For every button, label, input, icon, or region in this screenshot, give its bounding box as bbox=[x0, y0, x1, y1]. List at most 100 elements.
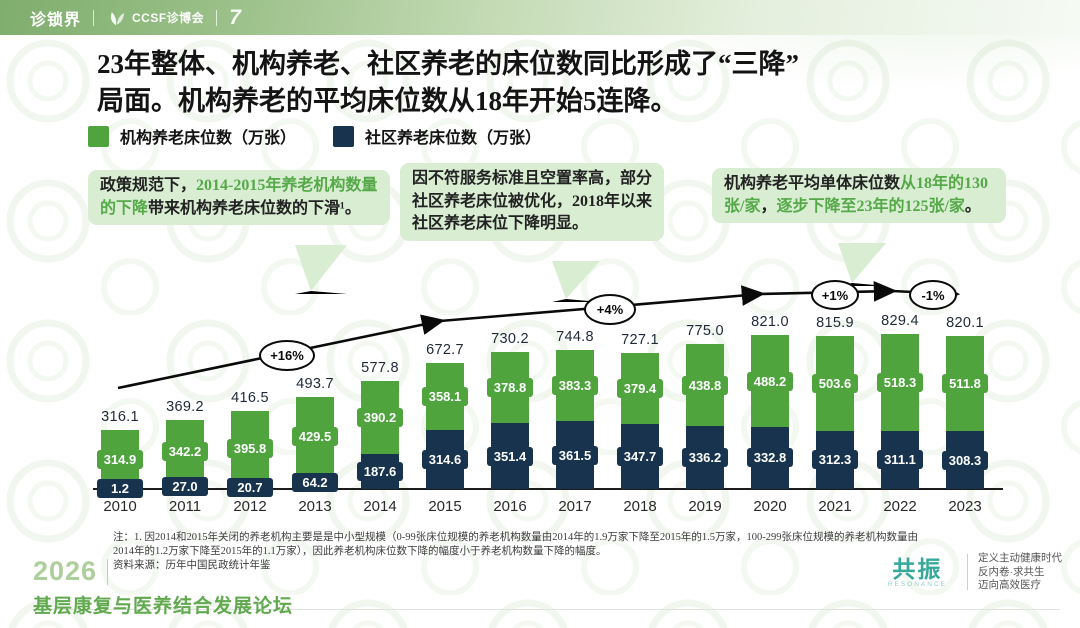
bar-value-label-community: 312.3 bbox=[812, 450, 858, 470]
bar-value-label-institutional: 379.4 bbox=[617, 379, 663, 398]
anniversary-badge: 7 bbox=[229, 5, 241, 29]
bar-total-label: 316.1 bbox=[101, 408, 139, 425]
bar-total-label: 775.0 bbox=[686, 323, 724, 340]
callout-text-segment: 从18年的130张/家 bbox=[724, 175, 989, 215]
footnotes: 注：1. 因2014和2015年关闭的养老机构主要是是中小型规模（0-99张床位… bbox=[113, 531, 1033, 573]
slogan-line-1: 定义主动健康时代 bbox=[978, 552, 1062, 564]
bar-value-label-community: 361.5 bbox=[552, 445, 598, 465]
bar-value-label-community: 332.8 bbox=[747, 448, 793, 468]
bar-total-label: 815.9 bbox=[816, 315, 854, 332]
legend-label-community: 社区养老床位数（万张） bbox=[365, 130, 542, 147]
legend-swatch-institutional bbox=[88, 125, 109, 147]
bar-total-label: 744.8 bbox=[556, 328, 594, 345]
bar-total-label: 416.5 bbox=[231, 390, 269, 407]
bar-value-label-community: 187.6 bbox=[357, 461, 403, 481]
bar-total-label: 369.2 bbox=[166, 398, 204, 415]
brand-logo-ccsf: CCSF诊博会 bbox=[132, 11, 205, 25]
bar-total-label: 820.1 bbox=[946, 314, 984, 331]
title-line-1: 23年整体、机构养老、社区养老的床位数同比形成了“三降” bbox=[97, 49, 799, 79]
footnote-line-2: 2014年的1.2万家下降至2015年的1.1万家），因此养老机构床位数下降的幅… bbox=[113, 546, 607, 557]
x-axis-year-label: 2022 bbox=[883, 498, 917, 515]
bar-value-label-community: 1.2 bbox=[97, 479, 143, 499]
footer-event-block: 2026 基层康复与医养结合发展论坛 bbox=[33, 556, 293, 618]
bar-value-label-community: 311.1 bbox=[877, 450, 923, 470]
bar-value-label-institutional: 378.8 bbox=[487, 378, 533, 398]
bar-value-label-institutional: 518.3 bbox=[877, 372, 923, 392]
x-axis-year-label: 2013 bbox=[298, 498, 332, 515]
resonance-logo-text: 共振 bbox=[892, 555, 943, 582]
page-title: 23年整体、机构养老、社区养老的床位数同比形成了“三降” 局面。机构养老的平均床… bbox=[97, 46, 1017, 120]
header-divider bbox=[216, 9, 218, 26]
callout-community: 因不符服务标准且空置率高，部分社区养老床位被优化，2018年以来社区养老床位下降… bbox=[400, 163, 664, 241]
bar-total-label: 493.7 bbox=[296, 375, 334, 392]
bar-total-label: 672.7 bbox=[426, 342, 464, 359]
bar-total-label: 821.0 bbox=[751, 314, 789, 331]
header-band: 诊锁界 CCSF诊博会 7 bbox=[0, 0, 1080, 35]
bar-value-label-institutional: 395.8 bbox=[227, 438, 273, 458]
bar-value-label-community: 27.0 bbox=[162, 476, 208, 496]
bar-value-label-institutional: 342.2 bbox=[162, 442, 208, 462]
resonance-logo-sub: RESONANCE bbox=[887, 580, 947, 588]
bar-value-label-institutional: 488.2 bbox=[747, 371, 793, 391]
chart-legend: 机构养老床位数（万张） 社区养老床位数（万张） bbox=[88, 124, 578, 148]
callout-text-segment: 。 bbox=[964, 197, 981, 215]
legend-swatch-community bbox=[333, 125, 355, 147]
callout-text-segment: 政策规范下， bbox=[100, 177, 197, 194]
legend-label-institutional: 机构养老床位数（万张） bbox=[120, 130, 297, 147]
x-axis-year-label: 2021 bbox=[818, 498, 852, 515]
bar-value-label-community: 20.7 bbox=[227, 477, 273, 497]
x-axis-year-label: 2020 bbox=[753, 498, 787, 515]
callout-text-segment: 逐步下降至23年的125张/家 bbox=[776, 197, 965, 215]
header-divider bbox=[93, 9, 95, 26]
callout-policy: 政策规范下，2014-2015年养老机构数量的下降带来机构养老床位数的下滑¹。 bbox=[88, 170, 390, 225]
event-year: 2026 bbox=[33, 556, 98, 586]
footnote-line-1: 注：1. 因2014和2015年关闭的养老机构主要是是中小型规模（0-99张床位… bbox=[113, 532, 918, 543]
bar-total-label: 730.2 bbox=[491, 331, 529, 348]
bar-value-label-community: 314.6 bbox=[422, 450, 468, 470]
title-line-2: 局面。机构养老的平均床位数从18年开始5连降。 bbox=[97, 86, 678, 116]
growth-bubble-16pct: +16% bbox=[259, 340, 315, 371]
footer-divider bbox=[967, 554, 968, 591]
bar-value-label-institutional: 511.8 bbox=[942, 373, 988, 393]
bar-value-label-institutional: 358.1 bbox=[422, 387, 468, 407]
bar-value-label-community: 308.3 bbox=[942, 450, 988, 470]
bar-value-label-institutional: 503.6 bbox=[812, 374, 858, 393]
bar-value-label-community: 351.4 bbox=[487, 446, 533, 466]
x-axis-year-label: 2010 bbox=[103, 498, 137, 515]
growth-bubble-4pct: +4% bbox=[584, 294, 636, 325]
slogan-line-2: 反内卷·求共生 bbox=[978, 565, 1045, 578]
bottom-rule bbox=[33, 609, 1060, 610]
callout-text-segment: 带来机构养老床位数的下滑¹。 bbox=[148, 199, 361, 217]
bar-value-label-community: 64.2 bbox=[292, 473, 338, 493]
x-axis-year-label: 2017 bbox=[558, 498, 592, 515]
x-axis-year-label: 2018 bbox=[623, 498, 657, 515]
bar-total-label: 577.8 bbox=[361, 359, 399, 376]
callout-average-beds-tail bbox=[838, 243, 886, 286]
leaf-icon bbox=[110, 11, 125, 25]
event-forum-name: 基层康复与医养结合发展论坛 bbox=[33, 596, 294, 617]
footer-divider bbox=[107, 559, 109, 585]
growth-bubble-1pct: +1% bbox=[811, 280, 859, 310]
x-axis-year-label: 2011 bbox=[168, 498, 202, 515]
bar-value-label-community: 336.2 bbox=[682, 448, 728, 468]
resonance-logo: 共振 RESONANCE bbox=[888, 557, 947, 588]
bar-value-label-institutional: 429.5 bbox=[292, 427, 338, 447]
callout-text-segment: ， bbox=[760, 197, 777, 215]
x-axis-year-label: 2015 bbox=[428, 498, 462, 515]
slogan-line-3: 迈向高效医疗 bbox=[978, 579, 1041, 591]
callout-average-beds: 机构养老平均单体床位数从18年的130张/家，逐步下降至23年的125张/家。 bbox=[712, 168, 1006, 223]
brand-slogans: 定义主动健康时代 反内卷·求共生 迈向高效医疗 bbox=[978, 552, 1062, 593]
brand-logo-zhensuojie: 诊锁界 bbox=[30, 11, 82, 29]
bar-value-label-community: 347.7 bbox=[617, 446, 663, 466]
bar-value-label-institutional: 390.2 bbox=[357, 407, 403, 427]
bar-value-label-institutional: 314.9 bbox=[97, 449, 143, 469]
callout-text-segment: 因不符服务标准且空置率高，部分社区养老床位被优化，2018年以来社区养老床位下降… bbox=[412, 170, 653, 232]
footer-brand-block: 共振 RESONANCE 定义主动健康时代 反内卷·求共生 迈向高效医疗 bbox=[888, 552, 1062, 593]
bar-total-label: 727.1 bbox=[621, 332, 659, 349]
x-axis-year-label: 2016 bbox=[493, 498, 527, 515]
callout-community-tail bbox=[552, 261, 600, 302]
x-axis-year-label: 2012 bbox=[233, 498, 267, 515]
bar-value-label-institutional: 438.8 bbox=[682, 375, 728, 395]
